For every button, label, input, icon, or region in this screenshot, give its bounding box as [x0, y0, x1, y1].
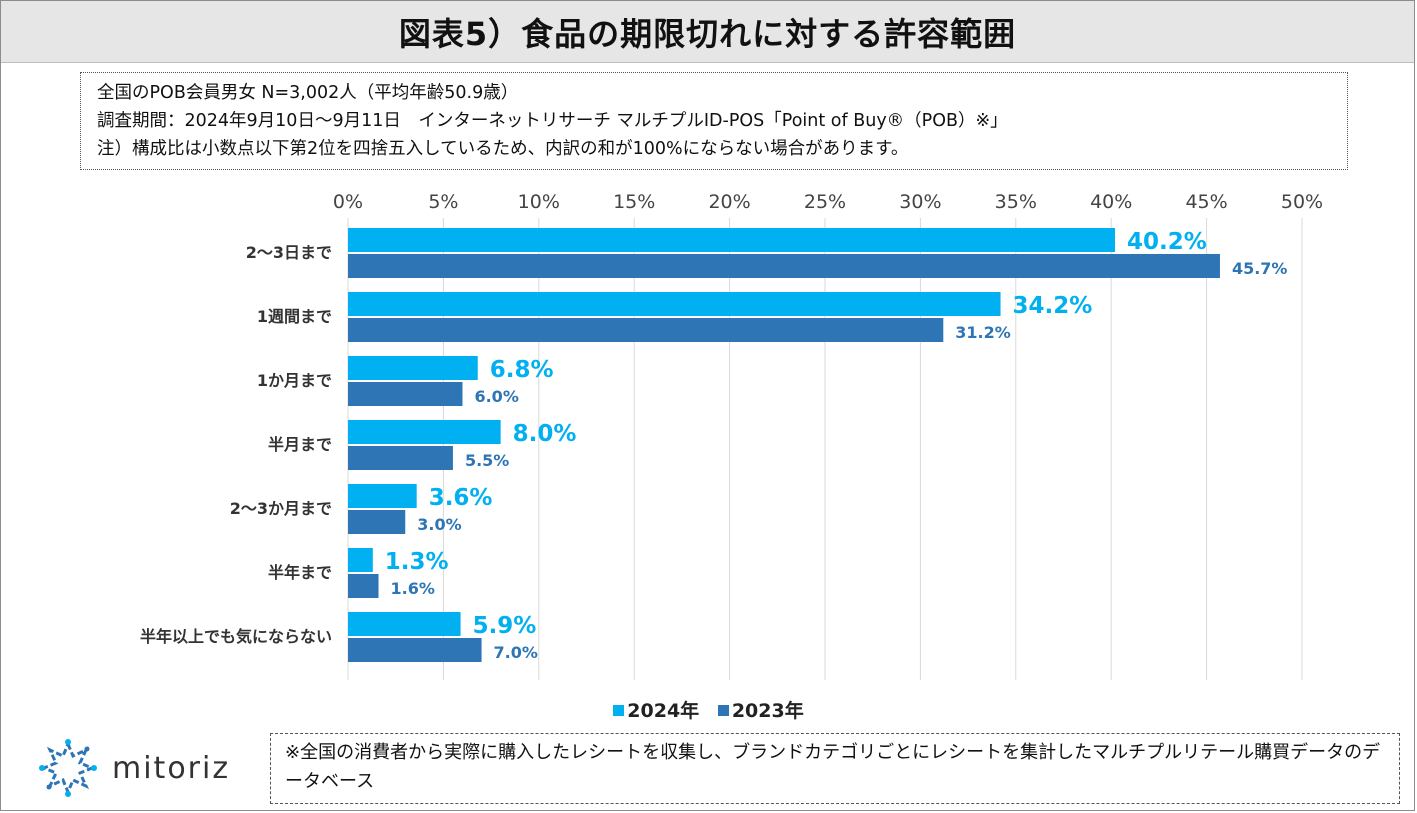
bar-2023	[348, 510, 406, 534]
legend-swatch-2024	[613, 705, 625, 716]
category-label: 半年まで	[268, 563, 332, 582]
legend-swatch-2023	[717, 705, 729, 716]
note-line: 全国のPOB会員男女 N=3,002人（平均年齢50.9歳）	[97, 83, 519, 103]
data-label-2023: 1.6%	[391, 579, 435, 598]
logo-text: mitoriz	[112, 750, 231, 786]
mitoriz-logo: mitoriz	[36, 738, 266, 798]
x-tick-label: 5%	[428, 191, 458, 213]
sun-mark-icon	[39, 739, 97, 797]
bar-2024	[348, 292, 1001, 316]
data-label-2024: 6.8%	[490, 357, 554, 383]
bar-chart: 0% 5% 10% 15% 20% 25% 30% 35% 40% 45% 50% 2～3日まで 40.…	[140, 191, 1323, 680]
category-label: 半月まで	[268, 435, 332, 454]
note-line: 調査期間：2024年9月10日～9月11日 インターネットリサーチ マルチプルI…	[97, 111, 1008, 131]
data-label-2024: 34.2%	[1013, 293, 1093, 319]
x-tick-label: 0%	[333, 191, 363, 213]
bar-2024	[348, 612, 461, 636]
x-tick-label: 25%	[804, 191, 846, 213]
legend: 2024年 2023年	[0, 696, 1417, 723]
data-label-2024: 3.6%	[429, 485, 493, 511]
legend-label-2024: 2024年	[627, 700, 700, 722]
data-label-2023: 6.0%	[474, 387, 518, 406]
legend-label-2023: 2023年	[731, 700, 804, 722]
note-line: 注）構成比は小数点以下第2位を四捨五入しているため、内訳の和が100%にならない…	[97, 139, 909, 159]
x-tick-label: 10%	[518, 191, 560, 213]
category-label: 1か月まで	[257, 371, 332, 390]
category-label: 2～3か月まで	[230, 499, 332, 518]
bar-2024	[348, 484, 417, 508]
survey-notes: 全国のPOB会員男女 N=3,002人（平均年齢50.9歳） 調査期間：2024…	[80, 72, 1348, 170]
bar-2024	[348, 420, 501, 444]
data-label-2023: 31.2%	[955, 323, 1011, 342]
x-tick-label: 45%	[1185, 191, 1227, 213]
data-label-2024: 40.2%	[1127, 229, 1207, 255]
legend-item-2023: 2023年	[717, 696, 804, 723]
x-tick-label: 30%	[899, 191, 941, 213]
data-label-2024: 1.3%	[385, 549, 449, 575]
data-label-2023: 45.7%	[1232, 259, 1288, 278]
bar-2023	[348, 318, 944, 342]
page-title: 図表5）食品の期限切れに対する許容範囲	[1, 1, 1414, 63]
data-label-2023: 5.5%	[465, 451, 509, 470]
data-label-2023: 3.0%	[417, 515, 461, 534]
bar-2023	[348, 382, 463, 406]
bar-2023	[348, 446, 453, 470]
bar-2024	[348, 548, 373, 572]
x-tick-label: 20%	[708, 191, 750, 213]
data-label-2023: 7.0%	[494, 643, 538, 662]
category-label: 半年以上でも気にならない	[140, 627, 332, 646]
bar-2024	[348, 356, 478, 380]
bar-2024	[348, 228, 1116, 252]
bar-2023	[348, 254, 1220, 278]
x-tick-label: 50%	[1281, 191, 1323, 213]
bar-2023	[348, 638, 482, 662]
data-label-2024: 5.9%	[473, 613, 537, 639]
bar-2023	[348, 574, 379, 598]
x-tick-label: 40%	[1090, 191, 1132, 213]
x-tick-label: 15%	[613, 191, 655, 213]
x-tick-label: 35%	[995, 191, 1037, 213]
legend-item-2024: 2024年	[613, 696, 699, 723]
footnote: ※全国の消費者から実際に購入したレシートを収集し、ブランドカテゴリごとにレシート…	[270, 733, 1400, 804]
category-label: 2～3日まで	[246, 243, 332, 262]
category-label: 1週間まで	[257, 307, 332, 326]
data-label-2024: 8.0%	[513, 421, 577, 447]
